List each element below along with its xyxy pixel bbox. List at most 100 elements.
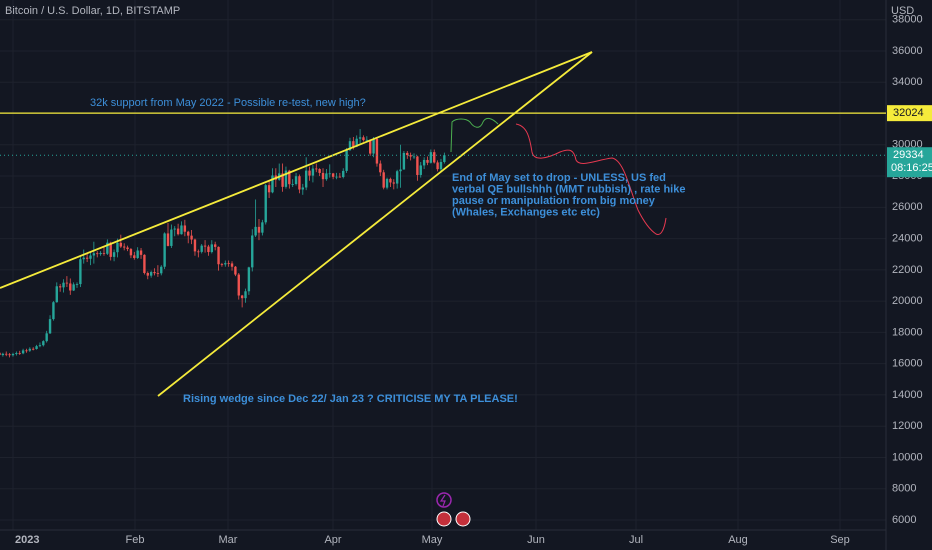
- candle-body: [139, 250, 143, 255]
- candle-body: [55, 286, 58, 303]
- candle-body: [392, 182, 395, 184]
- candle-body: [116, 242, 119, 253]
- y-tick-label: 24000: [892, 233, 923, 245]
- candle-body: [58, 286, 62, 288]
- countdown-label: 08:16:25: [891, 162, 932, 174]
- candle-body: [382, 172, 385, 188]
- event-icon[interactable]: [436, 492, 452, 508]
- flag-icon[interactable]: [436, 511, 452, 527]
- candle-body: [28, 348, 32, 351]
- candle-body: [92, 253, 96, 256]
- y-tick-label: 22000: [892, 264, 923, 276]
- y-tick-label: 26000: [892, 201, 923, 213]
- candle-body: [264, 185, 267, 223]
- y-tick-label: 38000: [892, 14, 923, 26]
- candle-body: [342, 170, 345, 178]
- candle-body: [200, 245, 203, 252]
- candle-body: [213, 244, 217, 247]
- candle-body: [102, 252, 106, 254]
- candle-body: [433, 152, 436, 163]
- candle-body: [227, 263, 230, 264]
- candle-body: [389, 178, 392, 183]
- candle-body: [325, 173, 328, 180]
- candle-body: [197, 251, 200, 253]
- candle-body: [183, 225, 187, 232]
- candle-body: [173, 228, 176, 230]
- x-tick-label: May: [422, 534, 443, 546]
- candle-body: [153, 272, 156, 274]
- x-tick-label: Apr: [324, 534, 341, 546]
- candle-body: [257, 226, 261, 233]
- currency-label: USD: [891, 5, 914, 17]
- candle-body: [436, 162, 439, 170]
- y-tick-label: 14000: [892, 389, 923, 401]
- candle-body: [422, 159, 426, 166]
- x-tick-label: Jun: [527, 534, 545, 546]
- candle-body: [331, 173, 335, 177]
- candle-body: [166, 233, 170, 246]
- candle-body: [45, 333, 48, 342]
- candle-body: [72, 284, 75, 291]
- x-tick-label: Feb: [126, 534, 145, 546]
- y-tick-label: 16000: [892, 358, 923, 370]
- candle-body: [82, 257, 85, 260]
- candle-body: [217, 246, 220, 265]
- drop-annotation-line: verbal QE bullshhh (MMT rubbish) , rate …: [452, 183, 685, 195]
- candle-body: [163, 233, 166, 267]
- candle-body: [133, 255, 136, 258]
- event-icon-bolt: [439, 494, 446, 507]
- candle-body: [149, 272, 153, 276]
- candle-body: [328, 173, 331, 175]
- candle-body: [298, 176, 301, 190]
- candle-body: [379, 163, 382, 173]
- candle-body: [48, 319, 52, 334]
- candle-body: [395, 171, 399, 184]
- candle-body: [129, 249, 133, 256]
- drop-annotation-line: pause or manipulation from big money: [452, 195, 656, 207]
- candle-body: [224, 263, 227, 265]
- candle-body: [42, 341, 45, 346]
- candle-body: [304, 170, 308, 188]
- candle-body: [429, 152, 433, 163]
- candle-body: [106, 242, 109, 254]
- candle-body: [416, 156, 419, 175]
- candle-body: [35, 346, 38, 349]
- candle-body: [352, 141, 355, 147]
- candle-body: [315, 168, 318, 170]
- candle-body: [18, 353, 21, 354]
- candle-body: [291, 184, 294, 185]
- candle-body: [170, 229, 173, 246]
- candle-body: [193, 239, 197, 252]
- candle-body: [112, 252, 116, 257]
- candle-body: [1, 353, 5, 356]
- candle-body: [190, 235, 193, 240]
- y-tick-label: 6000: [892, 514, 916, 526]
- candle-body: [62, 282, 65, 288]
- y-tick-label: 8000: [892, 483, 916, 495]
- flag-icon[interactable]: [455, 511, 471, 527]
- candle-body: [109, 242, 112, 257]
- support-annotation: 32k support from May 2022 - Possible re-…: [90, 97, 366, 109]
- candle-body: [5, 353, 8, 355]
- last-price-label: 29334: [893, 149, 924, 161]
- candle-body: [160, 266, 163, 274]
- support-label: 32024: [893, 107, 924, 119]
- candle-body: [345, 150, 348, 171]
- candle-body: [406, 152, 409, 156]
- candle-body: [32, 348, 35, 350]
- candle-body: [96, 253, 99, 255]
- candle-body: [119, 242, 123, 247]
- candle-body: [375, 138, 379, 164]
- candle-body: [419, 165, 422, 175]
- x-tick-label: Aug: [728, 534, 748, 546]
- candle-body: [69, 283, 72, 291]
- candle-body: [301, 187, 304, 190]
- candle-body: [365, 139, 369, 141]
- candle-body: [234, 266, 237, 275]
- candle-body: [321, 172, 325, 180]
- candle-body: [271, 175, 274, 193]
- candle-body: [38, 345, 42, 347]
- candle-body: [281, 173, 284, 187]
